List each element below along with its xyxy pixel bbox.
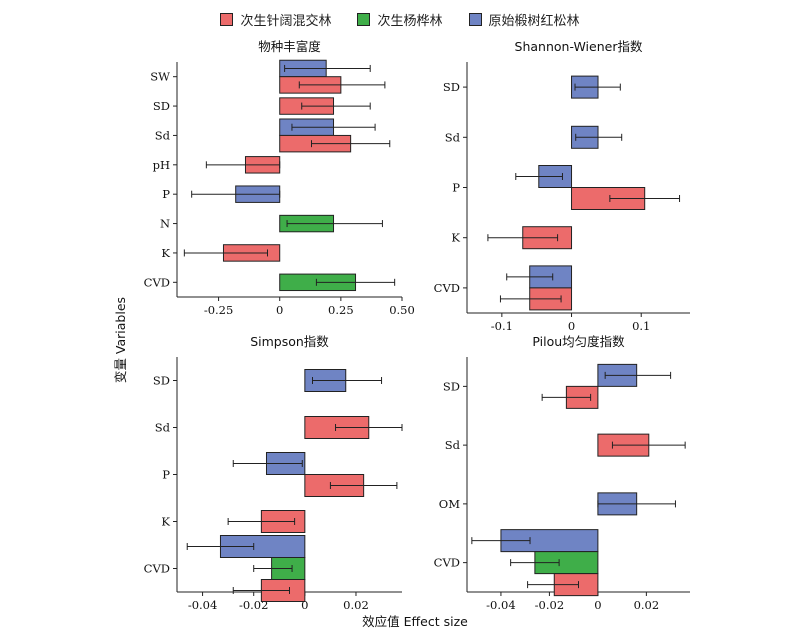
y-tick-label: CVD [434,281,460,295]
y-tick-label: Sd [155,128,171,142]
y-tick-label: OM [439,497,460,511]
x-tick-label: 0 [594,598,601,612]
x-tick-label: -0.04 [486,598,516,612]
y-tick-label: P [162,468,170,482]
legend-label-poplar-birch-forest: 次生杨桦林 [377,14,443,29]
legend: 次生针阔混交林 次生杨桦林 原始椴树红松林 [0,10,800,29]
y-tick-label: SW [150,70,170,84]
x-tick-label: 0 [301,598,308,612]
y-tick-label: Sd [155,421,171,435]
legend-item-primary-pine-forest: 原始椴树红松林 [468,10,580,29]
x-tick-label: 0 [568,319,575,333]
x-tick-label: 0.1 [632,319,650,333]
y-axis-label: 变量 Variables [113,297,128,383]
x-tick-label: -0.25 [204,303,234,317]
x-tick-label: -0.1 [491,319,513,333]
y-tick-label: SD [443,379,460,393]
y-tick-label: K [451,231,460,245]
x-tick-label: 0 [276,303,283,317]
x-tick-label: 0.02 [343,598,369,612]
y-tick-label: P [452,181,460,195]
panel-title: Pilou均匀度指数 [532,334,625,349]
legend-item-poplar-birch-forest: 次生杨桦林 [357,10,443,29]
panel-title: Simpson指数 [250,334,329,349]
y-tick-label: Sd [445,438,461,452]
y-tick-label: SD [443,80,460,94]
panel-title: 物种丰富度 [258,39,321,54]
x-tick-label: 0.25 [328,303,354,317]
y-tick-label: SD [153,99,170,113]
y-tick-label: CVD [144,562,170,576]
y-tick-label: K [161,246,170,260]
y-tick-label: K [161,515,170,529]
y-tick-label: P [162,187,170,201]
y-tick-label: CVD [434,556,460,570]
legend-swatch-poplar-birch-forest [357,13,371,26]
x-axis-label: 效应值 Effect size [362,614,468,629]
x-tick-label: -0.04 [188,598,218,612]
y-tick-label: N [160,217,170,231]
panel-title: Shannon-Wiener指数 [515,39,643,54]
y-tick-label: Sd [445,130,461,144]
x-tick-label: 0.50 [389,303,415,317]
legend-swatch-mixed-forest [220,13,234,26]
x-tick-label: -0.02 [535,598,565,612]
legend-swatch-primary-pine-forest [468,13,482,26]
y-tick-label: SD [153,374,170,388]
y-tick-label: CVD [144,275,170,289]
legend-label-primary-pine-forest: 原始椴树红松林 [488,14,580,29]
x-tick-label: 0.02 [634,598,660,612]
legend-item-mixed-forest: 次生针阔混交林 [220,10,331,29]
legend-label-mixed-forest: 次生针阔混交林 [240,14,332,29]
y-tick-label: pH [153,158,170,172]
